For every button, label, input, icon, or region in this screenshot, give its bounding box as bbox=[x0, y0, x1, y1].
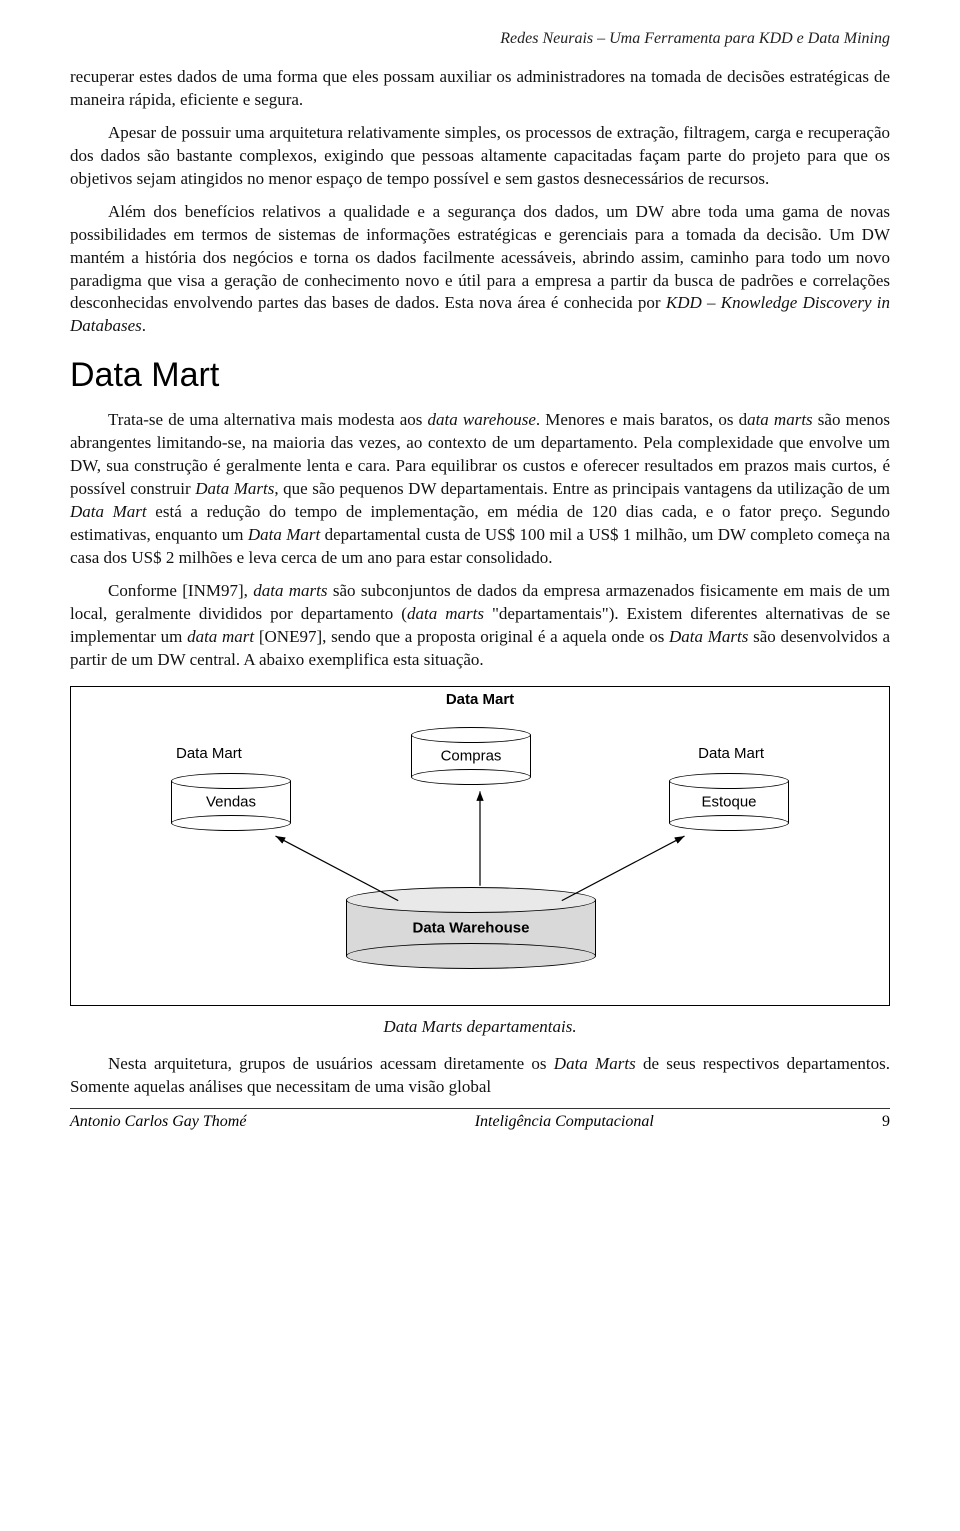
running-head: Redes Neurais – Uma Ferramenta para KDD … bbox=[70, 30, 890, 48]
paragraph-6: Nesta arquitetura, grupos de usuários ac… bbox=[70, 1053, 890, 1099]
p5f: data mart bbox=[187, 627, 254, 646]
p4b: data warehouse bbox=[428, 410, 536, 429]
cyl-estoque-label: Estoque bbox=[669, 793, 789, 810]
paragraph-1: recuperar estes dados de uma forma que e… bbox=[70, 66, 890, 112]
cyl-vendas-label: Vendas bbox=[171, 793, 291, 810]
cylinder-vendas: Vendas bbox=[171, 773, 291, 831]
p4a: Trata-se de uma alternativa mais modesta… bbox=[108, 410, 428, 429]
p3-end: . bbox=[142, 316, 146, 335]
p5d: data marts bbox=[407, 604, 484, 623]
p4j: Data Mart bbox=[248, 525, 320, 544]
p5b: data marts bbox=[253, 581, 327, 600]
diagram-frame: Data Mart Data Mart Data Mart Compras Ve… bbox=[70, 686, 890, 1006]
paragraph-3: Além dos benefícios relativos a qualidad… bbox=[70, 201, 890, 339]
footer-rule bbox=[70, 1108, 890, 1109]
p4g: , que são pequenos DW departamentais. En… bbox=[274, 479, 890, 498]
p5h: Data Marts bbox=[669, 627, 748, 646]
section-heading: Data Mart bbox=[70, 356, 890, 395]
cyl-dw-label: Data Warehouse bbox=[346, 919, 596, 936]
caption-rest: departamentais. bbox=[462, 1017, 576, 1036]
page-footer: Antonio Carlos Gay Thomé Inteligência Co… bbox=[70, 1113, 890, 1131]
diagram-caption: Data Marts departamentais. bbox=[70, 1016, 890, 1039]
p6a: Nesta arquitetura, grupos de usuários ac… bbox=[108, 1054, 554, 1073]
cyl-compras-label: Compras bbox=[411, 747, 531, 764]
footer-center: Inteligência Computacional bbox=[475, 1113, 654, 1131]
p4c: . Menores e mais baratos, os d bbox=[536, 410, 747, 429]
p5g: [ONE97], sendo que a proposta original é… bbox=[254, 627, 669, 646]
paragraph-5: Conforme [INM97], data marts são subconj… bbox=[70, 580, 890, 672]
cylinder-dw: Data Warehouse bbox=[346, 887, 596, 969]
p4f: Data Marts bbox=[195, 479, 274, 498]
paragraph-2: Apesar de possuir uma arquitetura relati… bbox=[70, 122, 890, 191]
footer-page-number: 9 bbox=[882, 1113, 890, 1131]
p6b: Data Marts bbox=[554, 1054, 636, 1073]
cylinder-compras: Compras bbox=[411, 727, 531, 785]
diagram-label-left: Data Mart bbox=[176, 745, 242, 762]
caption-italic: Data Marts bbox=[383, 1017, 462, 1036]
footer-author: Antonio Carlos Gay Thomé bbox=[70, 1113, 246, 1131]
diagram-title: Data Mart bbox=[71, 691, 889, 708]
cylinder-estoque: Estoque bbox=[669, 773, 789, 831]
paragraph-4: Trata-se de uma alternativa mais modesta… bbox=[70, 409, 890, 570]
p5a: Conforme [INM97], bbox=[108, 581, 253, 600]
diagram-label-right: Data Mart bbox=[698, 745, 764, 762]
p4d: ata marts bbox=[747, 410, 813, 429]
p4h: Data Mart bbox=[70, 502, 147, 521]
